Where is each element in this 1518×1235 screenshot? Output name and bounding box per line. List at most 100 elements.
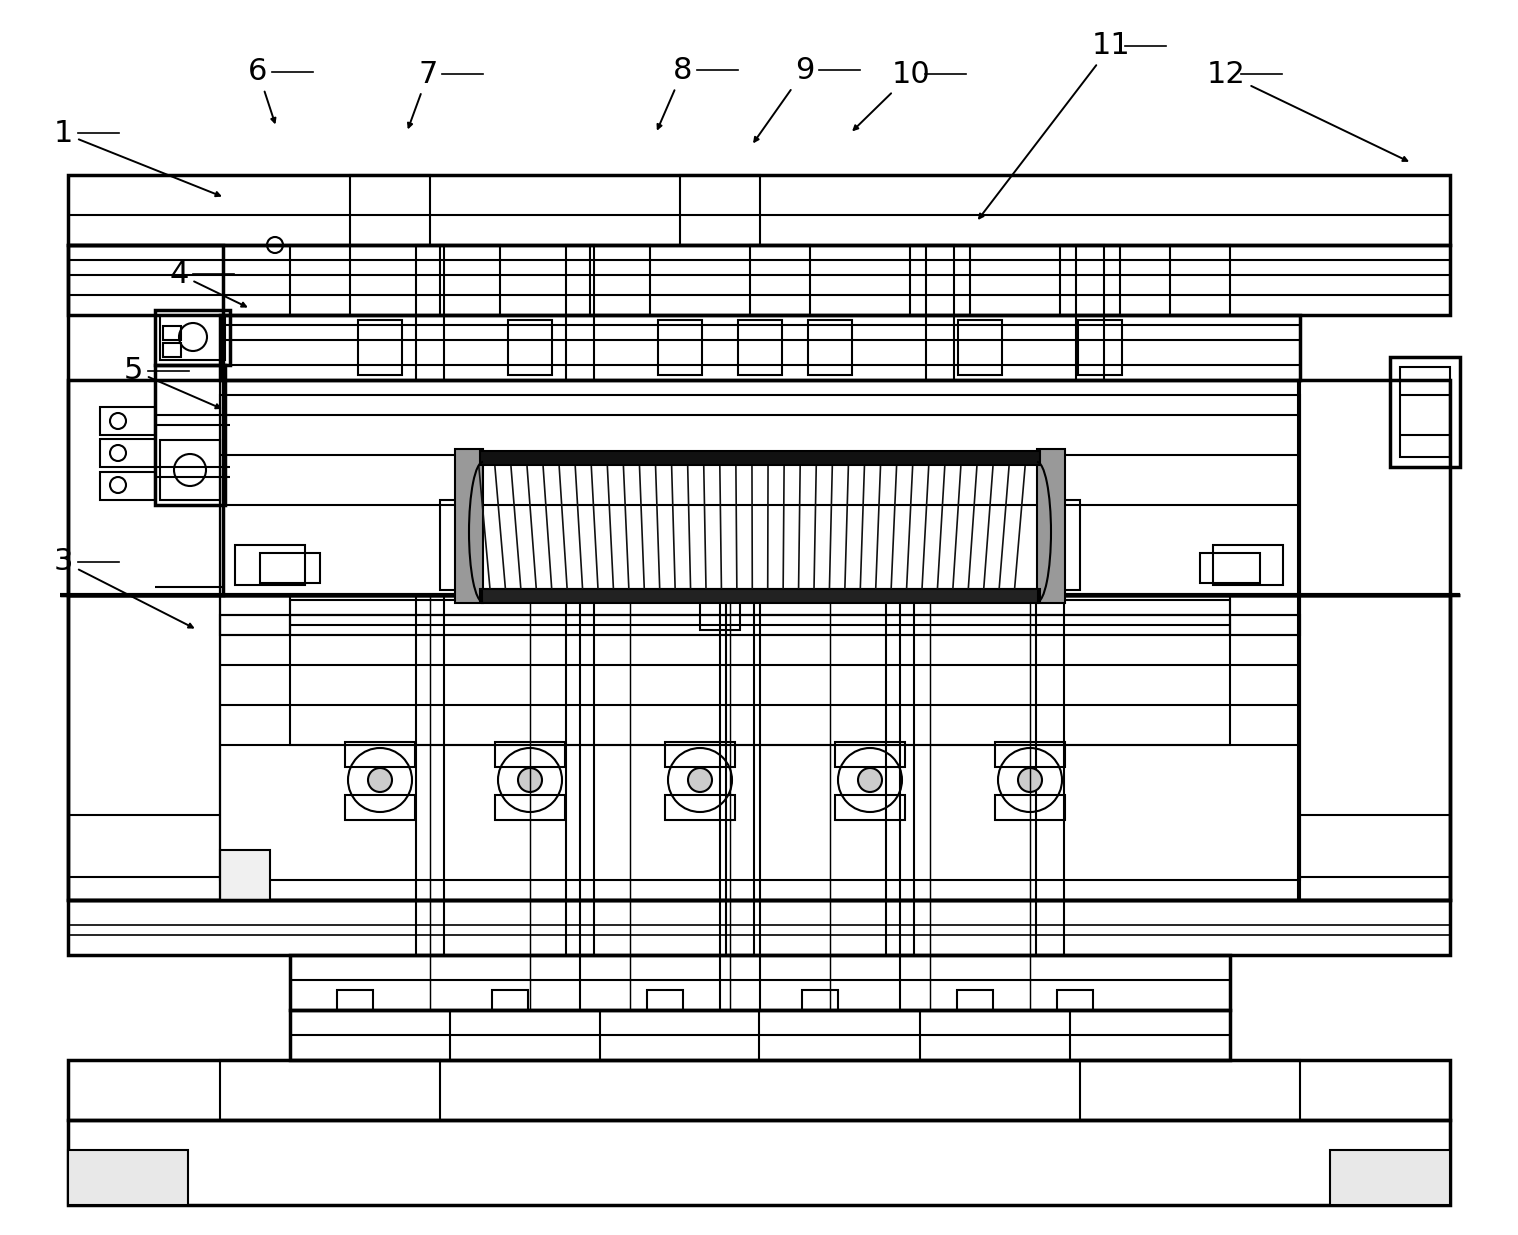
Bar bbox=[566, 245, 594, 380]
Bar bbox=[68, 595, 1450, 900]
Text: 1: 1 bbox=[55, 119, 220, 196]
Bar bbox=[994, 795, 1066, 820]
Bar bbox=[290, 600, 1230, 635]
Bar bbox=[68, 380, 1450, 595]
Bar bbox=[1201, 553, 1260, 583]
Bar bbox=[337, 990, 373, 1010]
Bar bbox=[68, 245, 1450, 315]
Bar bbox=[1078, 320, 1122, 375]
Bar bbox=[290, 1010, 1230, 1060]
Bar bbox=[162, 343, 181, 357]
Bar bbox=[1213, 545, 1283, 585]
Bar bbox=[260, 553, 320, 583]
Bar bbox=[738, 320, 782, 375]
Bar bbox=[155, 310, 231, 366]
Bar bbox=[647, 990, 683, 1010]
Bar bbox=[495, 742, 565, 767]
Bar bbox=[994, 742, 1066, 767]
Bar bbox=[802, 990, 838, 1010]
Bar bbox=[416, 245, 443, 380]
Bar bbox=[750, 245, 811, 315]
Bar bbox=[509, 320, 553, 375]
Bar bbox=[440, 500, 460, 590]
Bar bbox=[220, 395, 1299, 595]
Bar bbox=[68, 595, 220, 900]
Circle shape bbox=[518, 768, 542, 792]
Bar bbox=[416, 595, 443, 955]
Bar bbox=[1230, 595, 1299, 635]
Bar bbox=[1079, 1060, 1299, 1120]
Bar bbox=[665, 795, 735, 820]
Bar bbox=[909, 245, 970, 315]
Circle shape bbox=[688, 768, 712, 792]
Bar bbox=[159, 440, 220, 500]
Bar bbox=[345, 795, 414, 820]
Bar bbox=[1298, 380, 1450, 595]
Bar bbox=[808, 320, 852, 375]
Bar bbox=[835, 742, 905, 767]
Bar bbox=[100, 438, 155, 467]
Circle shape bbox=[1019, 768, 1041, 792]
Bar bbox=[956, 990, 993, 1010]
Bar bbox=[68, 595, 1450, 900]
Bar bbox=[887, 595, 914, 955]
Bar bbox=[100, 472, 155, 500]
Bar bbox=[1060, 500, 1079, 590]
Bar bbox=[591, 245, 650, 315]
Bar bbox=[1076, 245, 1104, 380]
Bar bbox=[220, 850, 270, 900]
Bar bbox=[1400, 367, 1450, 457]
Bar bbox=[480, 589, 1040, 601]
Text: 10: 10 bbox=[853, 59, 931, 130]
Bar bbox=[835, 795, 905, 820]
Text: 12: 12 bbox=[1207, 59, 1407, 161]
Bar bbox=[351, 175, 430, 245]
Bar bbox=[68, 175, 1450, 245]
Bar bbox=[290, 615, 1230, 745]
Bar bbox=[68, 900, 1450, 955]
Bar bbox=[440, 245, 499, 315]
Bar bbox=[1060, 245, 1120, 315]
Bar bbox=[726, 595, 754, 955]
Bar bbox=[680, 175, 761, 245]
Bar bbox=[290, 955, 1230, 1010]
Text: 6: 6 bbox=[249, 57, 275, 122]
Bar bbox=[455, 450, 483, 603]
Bar bbox=[1057, 990, 1093, 1010]
Bar bbox=[495, 795, 565, 820]
Bar bbox=[68, 380, 220, 595]
Bar bbox=[162, 326, 181, 340]
Text: 3: 3 bbox=[55, 547, 193, 627]
Bar bbox=[480, 451, 1040, 466]
Bar bbox=[483, 589, 1038, 603]
Bar bbox=[657, 320, 701, 375]
Bar bbox=[68, 1060, 1450, 1120]
Text: 8: 8 bbox=[657, 56, 692, 128]
Bar bbox=[566, 595, 594, 955]
Text: 4: 4 bbox=[170, 259, 246, 306]
Bar bbox=[1298, 595, 1450, 900]
Bar bbox=[159, 315, 225, 359]
Bar bbox=[68, 1120, 1450, 1205]
Bar bbox=[926, 245, 953, 380]
Bar bbox=[220, 315, 1299, 380]
Bar bbox=[290, 245, 351, 315]
Bar bbox=[1037, 450, 1066, 603]
Bar bbox=[155, 366, 225, 505]
Bar bbox=[700, 600, 739, 630]
Bar bbox=[68, 1150, 188, 1205]
Bar bbox=[492, 990, 528, 1010]
Text: 9: 9 bbox=[754, 56, 814, 142]
Text: 11: 11 bbox=[979, 31, 1131, 219]
Bar bbox=[345, 742, 414, 767]
Bar bbox=[665, 742, 735, 767]
Bar bbox=[220, 1060, 440, 1120]
Bar bbox=[1330, 1150, 1450, 1205]
Bar bbox=[220, 595, 290, 635]
Bar bbox=[358, 320, 402, 375]
Text: 7: 7 bbox=[408, 59, 437, 127]
Bar bbox=[1035, 595, 1064, 955]
Bar bbox=[1390, 357, 1460, 467]
Bar bbox=[235, 545, 305, 585]
Bar bbox=[220, 615, 1299, 881]
